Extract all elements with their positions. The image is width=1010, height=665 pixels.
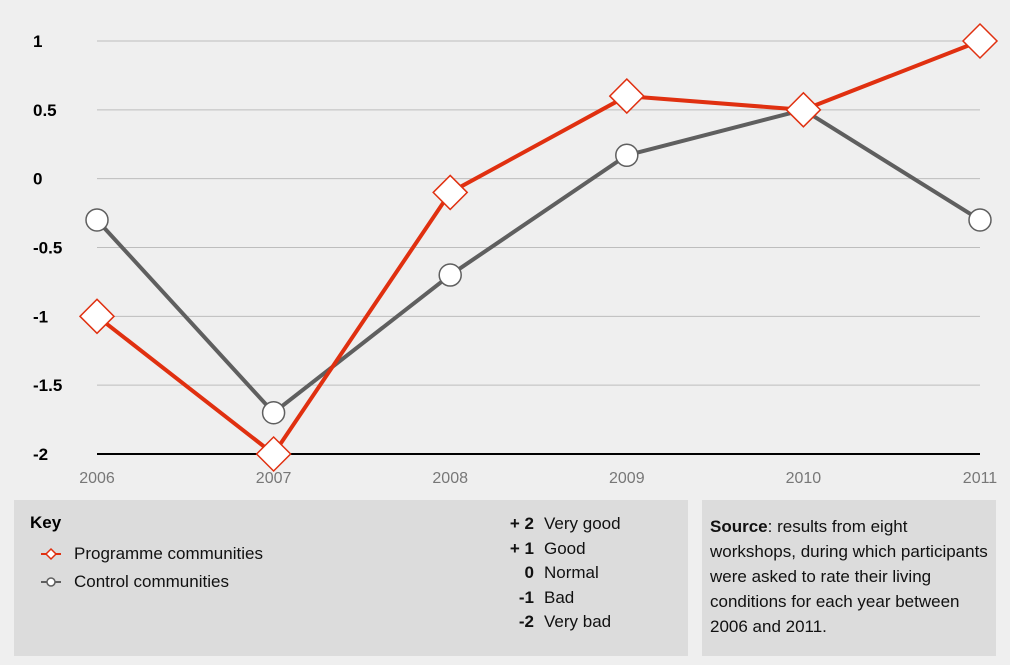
x-tick-label: 2011 <box>963 470 998 487</box>
y-tick-label: 1 <box>33 32 42 51</box>
source-text: : results from eight workshops, during w… <box>710 517 988 636</box>
x-tick-label: 2007 <box>256 470 292 487</box>
y-tick-label: 0 <box>33 170 42 189</box>
y-tick-label: 0.5 <box>33 101 57 120</box>
data-point-diamond <box>961 22 999 60</box>
x-tick-label: 2008 <box>432 470 468 487</box>
scale-value: -1 <box>518 587 534 607</box>
series-line <box>95 107 982 415</box>
data-point-diamond <box>255 435 292 473</box>
y-tick-label: -2 <box>33 445 48 464</box>
scale-label: Good <box>544 538 586 558</box>
scale-value: + 1 <box>509 538 534 558</box>
source-label: Source <box>710 517 768 536</box>
scale-row: + 2 Very good <box>494 512 621 537</box>
y-tick-label: -1.5 <box>33 376 62 395</box>
data-point-diamond <box>432 174 469 211</box>
scale-label: Normal <box>544 563 599 582</box>
data-point-circle <box>438 263 462 287</box>
key-title: Key <box>30 513 62 532</box>
y-tick-label: -1 <box>33 307 48 326</box>
x-axis-ticks: 2006 2007 2008 2009 2010 2011 <box>79 470 997 487</box>
legend-item-programme: Programme communities <box>40 544 263 564</box>
scale-value: -2 <box>518 612 534 631</box>
data-point-diamond <box>78 298 116 335</box>
data-point-circle <box>615 143 639 168</box>
scale-value: 0 <box>524 563 534 582</box>
scale-row: -1 Bad <box>494 586 621 611</box>
legend-label-programme: Programme communities <box>74 544 263 563</box>
scale-row: -2 Very bad <box>494 610 621 635</box>
y-axis-ticks: 1 0.5 0 -0.5 -1 -1.5 -2 <box>33 32 62 464</box>
scale-value: + 2 <box>509 514 534 533</box>
scale-label: Very good <box>544 514 621 533</box>
x-tick-label: 2009 <box>609 470 645 487</box>
source-panel: Source: results from eight workshops, du… <box>702 500 996 656</box>
grey-circle-marker-icon <box>41 577 61 587</box>
legend-label-control: Control communities <box>74 572 229 591</box>
x-tick-label: 2010 <box>786 470 822 487</box>
data-point-diamond <box>785 91 822 128</box>
legend-item-control: Control communities <box>40 572 229 592</box>
scale-label: Very bad <box>544 612 612 631</box>
rating-scale: + 2 Very good + 1 Good 0 Normal -1 Bad -2 Ver… <box>494 512 621 635</box>
grid-lines <box>97 40 980 455</box>
scale-row: 0 Normal <box>494 561 621 586</box>
red-diamond-marker-icon <box>41 547 61 561</box>
series-line <box>95 39 981 456</box>
line-chart: 10.50-0.5-1-1.5-2 2006 2007 2008 2009 2010 20… <box>33 22 999 487</box>
data-point-diamond <box>608 78 645 115</box>
data-point-circle <box>261 400 286 425</box>
data-point-circle <box>85 208 109 232</box>
series-group <box>78 22 999 473</box>
scale-row: + 1 Good <box>494 537 621 562</box>
scale-label: Bad <box>544 587 575 607</box>
y-tick-label: -0.5 <box>33 239 62 258</box>
key-panel: Key Programme communities Control commun… <box>14 500 688 656</box>
x-tick-label: 2006 <box>79 470 115 487</box>
data-point-circle <box>968 208 992 232</box>
